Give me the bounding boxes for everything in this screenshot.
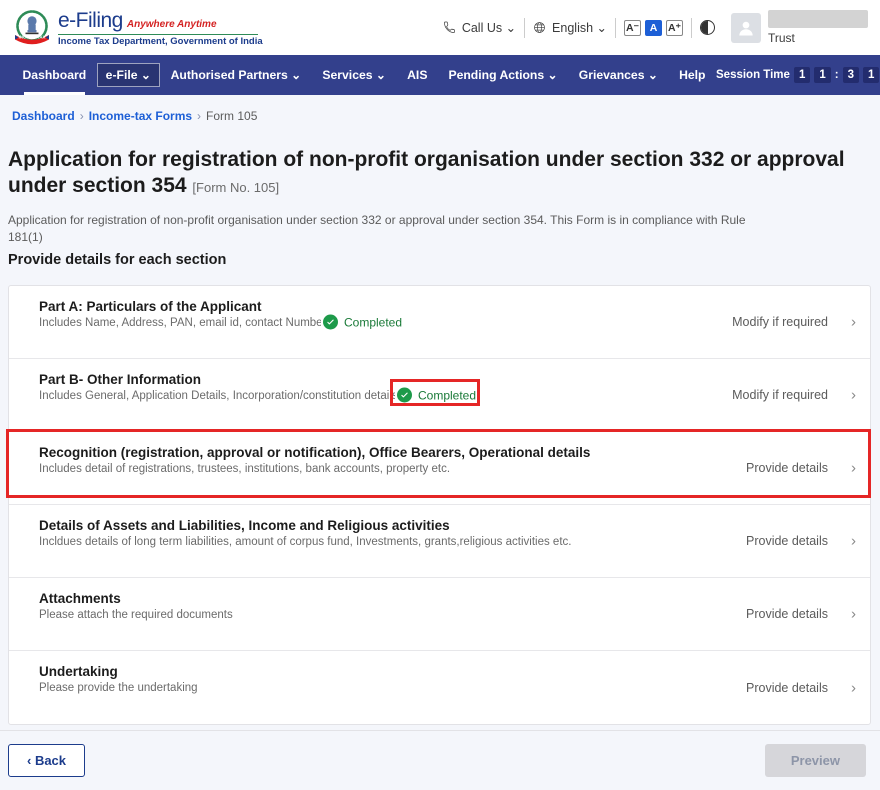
svg-text:INCOME TAX: INCOME TAX — [19, 34, 46, 39]
